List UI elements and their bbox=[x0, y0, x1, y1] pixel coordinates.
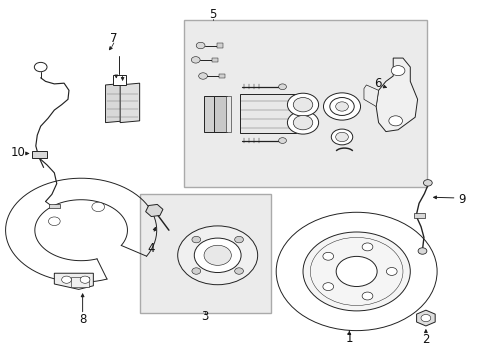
Bar bbox=[219, 74, 224, 78]
Text: 4: 4 bbox=[147, 242, 154, 255]
Circle shape bbox=[329, 98, 353, 116]
Text: 8: 8 bbox=[79, 312, 86, 326]
Circle shape bbox=[335, 102, 347, 111]
Circle shape bbox=[191, 268, 200, 274]
Circle shape bbox=[330, 129, 352, 145]
Circle shape bbox=[323, 93, 360, 120]
Text: 2: 2 bbox=[421, 333, 429, 346]
Bar bbox=[216, 43, 222, 48]
Circle shape bbox=[303, 232, 409, 311]
Circle shape bbox=[276, 212, 436, 330]
Circle shape bbox=[61, 276, 71, 283]
Circle shape bbox=[322, 283, 333, 291]
Bar bbox=[226, 96, 231, 132]
Circle shape bbox=[80, 276, 90, 283]
Text: 1: 1 bbox=[345, 332, 352, 345]
Circle shape bbox=[335, 256, 376, 287]
Circle shape bbox=[293, 116, 312, 130]
Polygon shape bbox=[416, 310, 434, 326]
Circle shape bbox=[278, 138, 286, 143]
Circle shape bbox=[386, 267, 396, 275]
Polygon shape bbox=[105, 83, 125, 123]
Circle shape bbox=[388, 116, 402, 126]
Circle shape bbox=[234, 268, 243, 274]
Bar bbox=[211, 58, 217, 62]
Circle shape bbox=[390, 66, 404, 76]
Circle shape bbox=[362, 243, 372, 251]
Text: 6: 6 bbox=[373, 77, 381, 90]
Circle shape bbox=[362, 292, 372, 300]
Circle shape bbox=[293, 98, 312, 112]
Bar bbox=[239, 94, 295, 134]
Bar bbox=[71, 277, 89, 287]
Circle shape bbox=[177, 226, 257, 285]
Bar bbox=[213, 96, 227, 132]
Circle shape bbox=[198, 73, 207, 79]
Bar bbox=[140, 194, 271, 313]
Text: 10: 10 bbox=[10, 146, 25, 159]
Bar bbox=[32, 151, 47, 158]
Circle shape bbox=[194, 238, 241, 273]
Circle shape bbox=[34, 62, 47, 72]
Circle shape bbox=[92, 202, 104, 212]
Text: 5: 5 bbox=[209, 8, 216, 21]
Circle shape bbox=[278, 84, 286, 90]
Circle shape bbox=[417, 248, 426, 254]
Circle shape bbox=[423, 180, 431, 186]
Circle shape bbox=[48, 217, 60, 226]
Polygon shape bbox=[363, 85, 378, 107]
Circle shape bbox=[287, 111, 318, 134]
Circle shape bbox=[420, 315, 430, 321]
Polygon shape bbox=[54, 273, 93, 289]
Circle shape bbox=[191, 57, 200, 63]
Bar bbox=[216, 96, 221, 132]
Polygon shape bbox=[375, 58, 417, 132]
Circle shape bbox=[196, 42, 204, 49]
Bar bbox=[203, 96, 217, 132]
Circle shape bbox=[191, 237, 200, 243]
Circle shape bbox=[335, 132, 347, 141]
Bar bbox=[413, 213, 424, 218]
Text: 7: 7 bbox=[110, 32, 117, 45]
Polygon shape bbox=[120, 83, 140, 123]
Circle shape bbox=[234, 237, 243, 243]
Text: 9: 9 bbox=[458, 193, 465, 206]
Circle shape bbox=[203, 245, 231, 265]
Polygon shape bbox=[145, 204, 163, 217]
Bar bbox=[113, 75, 126, 85]
Circle shape bbox=[287, 93, 318, 116]
Bar bbox=[49, 204, 60, 208]
Text: 3: 3 bbox=[201, 310, 208, 324]
Circle shape bbox=[322, 252, 333, 260]
Bar bbox=[183, 21, 427, 187]
